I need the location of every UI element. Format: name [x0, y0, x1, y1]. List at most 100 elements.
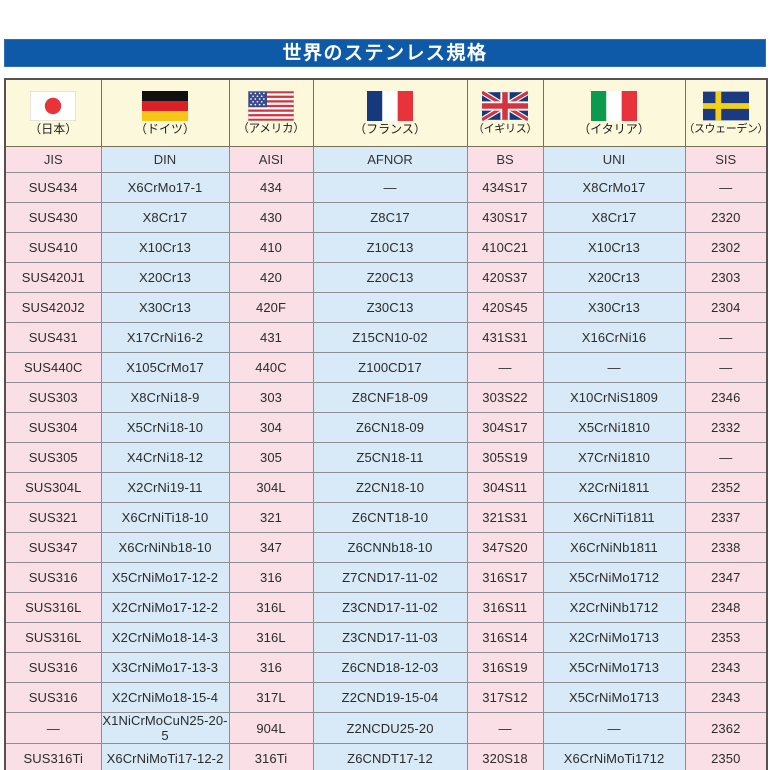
- table-cell: 347S20: [466, 532, 544, 563]
- table-cell: SUS430: [4, 202, 102, 233]
- table-cell: Z6CN18-09: [312, 412, 468, 443]
- table-cell: Z2CN18-10: [312, 472, 468, 503]
- table-cell: 410C21: [466, 232, 544, 263]
- table-cell: 316L: [228, 592, 314, 623]
- table-cell: —: [684, 172, 768, 203]
- table-row: SUS347 X6CrNiNb18-10 347 Z6CNNb18-10 347S20 X…: [4, 532, 768, 563]
- table-row: SUS431 X17CrNi16-2 431 Z15CN10-02 431S31 X16C…: [4, 322, 768, 353]
- table-cell: —: [684, 352, 768, 383]
- table-cell: 2343: [684, 682, 768, 713]
- standard-name-header-row: JIS DIN AISI AFNOR BS UNI SIS: [4, 146, 768, 173]
- page-title: 世界のステンレス規格: [282, 42, 488, 64]
- standard-header-bs: BS: [466, 146, 544, 173]
- table-cell: 304S11: [466, 472, 544, 503]
- table-cell: 316L: [228, 622, 314, 653]
- table-header: （日本） （ドイツ）: [4, 78, 769, 173]
- table-cell: X6CrNiNb18-10: [100, 532, 230, 563]
- table-cell: X5CrNiMo17-12-2: [100, 562, 230, 593]
- table-cell: —: [466, 352, 544, 383]
- table-cell: X2CrNiMo18-15-4: [100, 682, 230, 713]
- table-cell: X8Cr17: [100, 202, 230, 233]
- table-cell: X2CrNi1811: [542, 472, 686, 503]
- table-cell: 321S31: [466, 502, 544, 533]
- table-cell: SUS316: [4, 562, 102, 593]
- table-row: SUS305 X4CrNi18-12 305 Z5CN18-11 305S19 X7CrN…: [4, 442, 768, 473]
- table-cell: 2304: [684, 292, 768, 323]
- flag-france-icon: [367, 90, 413, 121]
- table-cell: 2337: [684, 502, 768, 533]
- table-cell: 440C: [228, 352, 314, 383]
- table-row: SUS316L X2CrNiMo18-14-3 316L Z3CND17-11-03 3…: [4, 622, 768, 653]
- table-cell: Z7CND17-11-02: [312, 562, 468, 593]
- table-cell: X2CrNiMo18-14-3: [100, 622, 230, 653]
- country-label-italy: （イタリア）: [578, 121, 650, 136]
- table-cell: X2CrNiNb1712: [542, 592, 686, 623]
- country-cell-japan: （日本）: [4, 78, 102, 147]
- table-cell: Z6CND18-12-03: [312, 652, 468, 683]
- table-body: SUS434 X6CrMo17-1 434—434S17 X8CrMo17— SUS43…: [4, 172, 768, 770]
- table-row: SUS316Ti X6CrNiMoTi17-12-2 316Ti Z6CNDT17-1…: [4, 743, 768, 770]
- table-cell: 410: [228, 232, 314, 263]
- table-cell: Z6CNDT17-12: [312, 743, 468, 770]
- table-cell: —: [542, 352, 686, 383]
- table-cell: 904L: [228, 712, 314, 744]
- table-cell: 304: [228, 412, 314, 443]
- table-cell: 2353: [684, 622, 768, 653]
- table-row: SUS430 X8Cr17 430 Z8C17 430S17 X8Cr17 2320: [4, 202, 768, 233]
- table-cell: SUS316L: [4, 622, 102, 653]
- table-cell: X30Cr13: [100, 292, 230, 323]
- table-cell: SUS347: [4, 532, 102, 563]
- table-cell: Z8C17: [312, 202, 468, 233]
- standard-header-afnor: AFNOR: [312, 146, 468, 173]
- table-cell: X7CrNi1810: [542, 442, 686, 473]
- table-cell: —: [542, 712, 686, 744]
- table-cell: X6CrNiMoTi17-12-2: [100, 743, 230, 770]
- country-label-usa: （アメリカ）: [237, 123, 305, 136]
- table-cell: —: [684, 322, 768, 353]
- page-title-banner: 世界のステンレス規格: [4, 39, 766, 67]
- table-cell: X10CrNiS1809: [542, 382, 686, 413]
- table-row: SUS440C X105CrMo17 440C Z100CD17— — —: [4, 352, 768, 383]
- table-row: SUS316L X2CrNiMo17-12-2 316L Z3CND17-11-02 3…: [4, 592, 768, 623]
- table-cell: 316: [228, 562, 314, 593]
- table-cell: —: [4, 712, 102, 744]
- table-cell: X8Cr17: [542, 202, 686, 233]
- country-cell-sweden: （スウェーデン）: [683, 78, 769, 147]
- flag-uk-icon: [482, 91, 528, 122]
- table-cell: 2348: [684, 592, 768, 623]
- table-cell: SUS304L: [4, 472, 102, 503]
- flag-germany-icon: [142, 90, 188, 121]
- country-cell-uk: （イギリス）: [466, 78, 544, 147]
- table-cell: 434: [228, 172, 314, 203]
- table-cell: Z2NCDU25-20: [312, 712, 468, 744]
- table-cell: X6CrNiMoTi1712: [542, 743, 686, 770]
- table-cell: Z3CND17-11-03: [312, 622, 468, 653]
- world-stainless-standards-table: （日本） （ドイツ）: [4, 78, 769, 770]
- table-cell: —: [466, 712, 544, 744]
- table-cell: 321: [228, 502, 314, 533]
- country-cell-france: （フランス）: [312, 78, 468, 147]
- table-cell: Z5CN18-11: [312, 442, 468, 473]
- standard-header-aisi: AISI: [228, 146, 314, 173]
- table-cell: X5CrNi18-10: [100, 412, 230, 443]
- table-row: SUS316 X2CrNiMo18-15-4 317L Z2CND19-15-04 31…: [4, 682, 768, 713]
- standard-header-din: DIN: [100, 146, 230, 173]
- table-cell: X5CrNiMo1713: [542, 652, 686, 683]
- table-cell: X20Cr13: [542, 262, 686, 293]
- country-cell-italy: （イタリア）: [542, 78, 686, 147]
- table-cell: X10Cr13: [100, 232, 230, 263]
- standard-header-jis: JIS: [4, 146, 102, 173]
- table-cell: 420: [228, 262, 314, 293]
- table-cell: 430S17: [466, 202, 544, 233]
- table-cell: SUS316: [4, 682, 102, 713]
- table-cell: 317L: [228, 682, 314, 713]
- table-cell: Z2CND19-15-04: [312, 682, 468, 713]
- table-cell: X3CrNiMo17-13-3: [100, 652, 230, 683]
- table-cell: Z6CNNb18-10: [312, 532, 468, 563]
- table-cell: 431: [228, 322, 314, 353]
- table-cell: 2343: [684, 652, 768, 683]
- table-cell: X20Cr13: [100, 262, 230, 293]
- table-cell: SUS431: [4, 322, 102, 353]
- table-cell: SUS305: [4, 442, 102, 473]
- table-cell: 420S37: [466, 262, 544, 293]
